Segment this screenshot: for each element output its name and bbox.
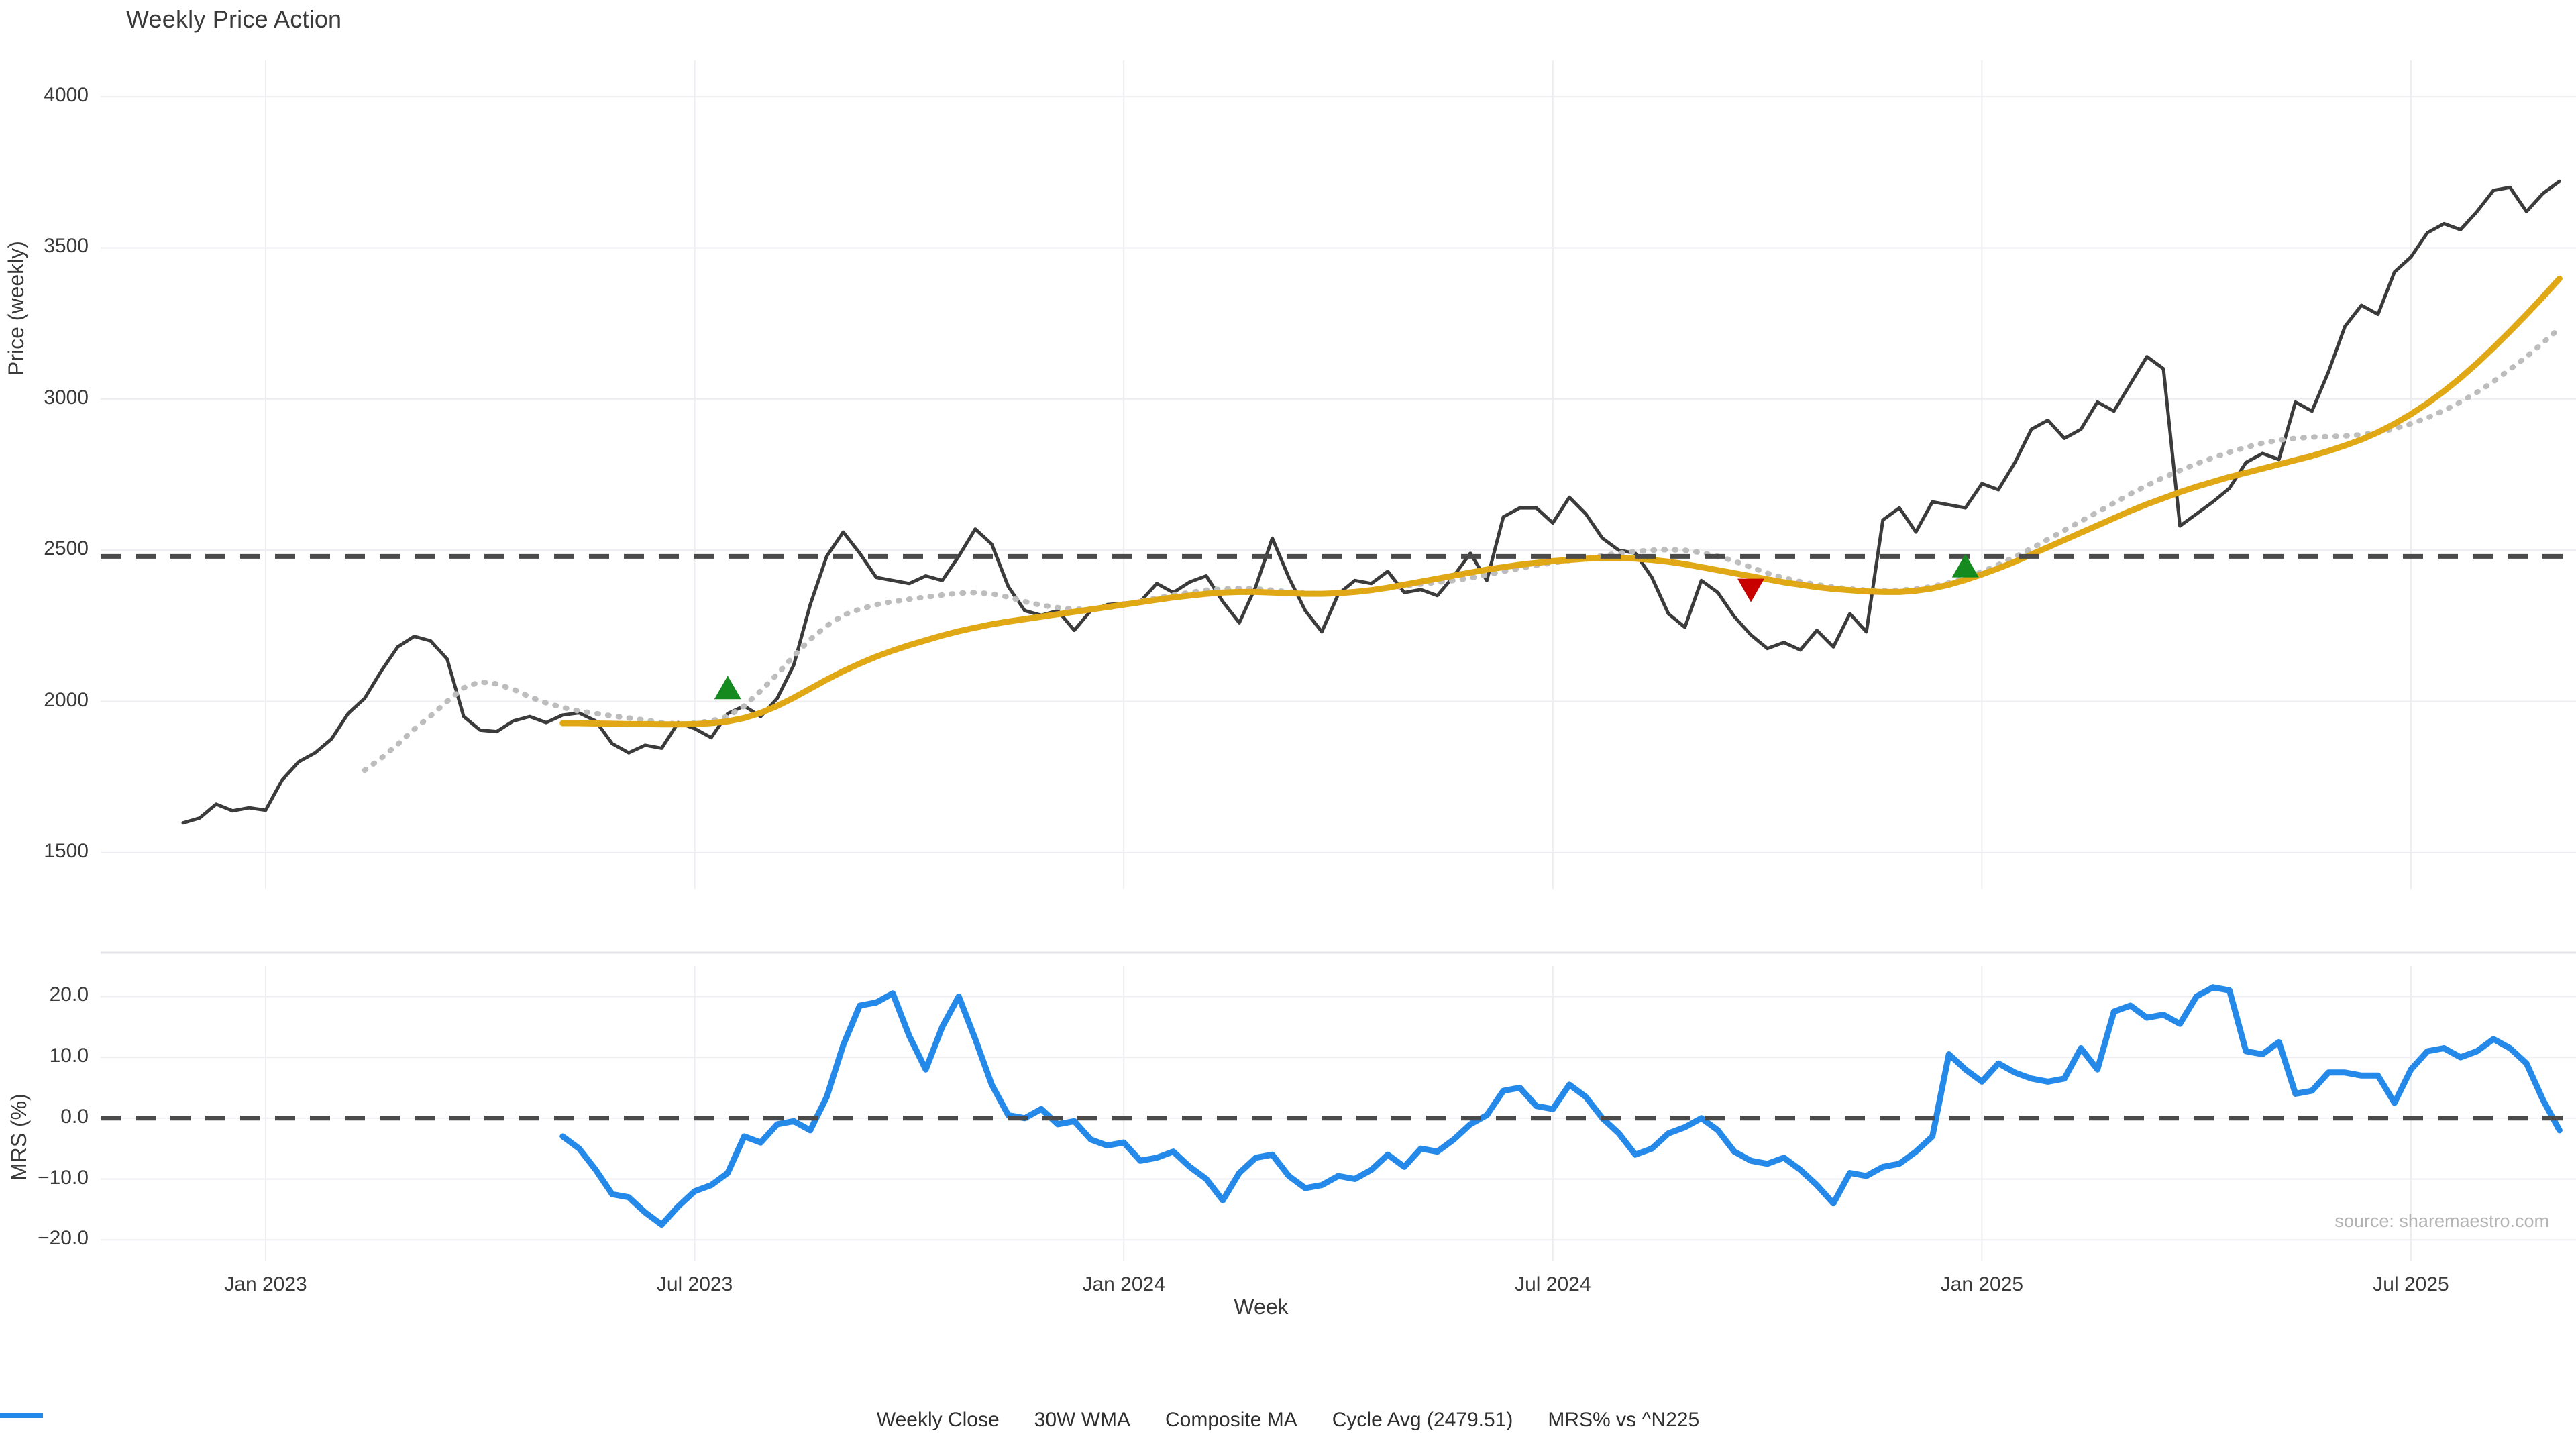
legend-label: MRS% vs ^N225	[1548, 1409, 1700, 1431]
buy-signal-marker	[1951, 553, 1979, 578]
page-title: Weekly Price Action	[126, 5, 342, 33]
mrs-y-tick-label: −10.0	[38, 1166, 89, 1189]
series-line-30w-wma	[559, 275, 2563, 728]
x-tick-label: Jan 2023	[224, 1273, 307, 1295]
price-y-tick-label: 2500	[44, 537, 89, 560]
legend-swatch-solid	[0, 1413, 43, 1418]
mrs-y-tick-label: 0.0	[60, 1105, 89, 1128]
x-tick-label: Jan 2025	[1940, 1273, 2024, 1295]
mrs-y-tick-label: −20.0	[38, 1227, 89, 1250]
sell-signal-marker	[1737, 578, 1764, 602]
x-tick-label: Jul 2023	[656, 1273, 733, 1295]
legend-item-30w-wma[interactable]: 30W WMA	[0, 1409, 1131, 1432]
series-line-mrs-vs-n225	[559, 984, 2563, 1228]
x-tick-label: Jul 2024	[1515, 1273, 1591, 1295]
buy-signal-marker	[714, 676, 741, 700]
legend-label: Weekly Close	[876, 1409, 1000, 1431]
legend-item-weekly-close[interactable]: Weekly Close	[0, 1409, 1000, 1432]
legend-item-cycle-avg-2479-51[interactable]: Cycle Avg (2479.51)	[0, 1409, 1513, 1432]
x-tick-label: Jul 2025	[2373, 1273, 2449, 1295]
mrs-y-tick-label: 10.0	[49, 1044, 89, 1067]
legend-item-composite-ma[interactable]: Composite MA	[0, 1409, 1297, 1432]
legend-label: Cycle Avg (2479.51)	[1332, 1409, 1513, 1431]
mrs-y-tick-label: 20.0	[49, 983, 89, 1006]
legend-label: 30W WMA	[1034, 1409, 1131, 1431]
legend-label: Composite MA	[1165, 1409, 1297, 1431]
price-y-tick-label: 3500	[44, 235, 89, 258]
source-credit: source: sharemaestro.com	[2334, 1211, 2549, 1231]
series-line-composite-ma	[362, 325, 2563, 773]
price-y-tick-label: 3000	[44, 386, 89, 409]
x-tick-label: Jan 2024	[1082, 1273, 1165, 1295]
price-y-tick-label: 1500	[44, 839, 89, 862]
chart-legend: Weekly Close 30W WMA Composite MA Cycle Avg…	[0, 1409, 2576, 1432]
price-y-tick-label: 2000	[44, 688, 89, 711]
legend-item-mrs-vs-n225[interactable]: MRS% vs ^N225	[0, 1409, 1700, 1432]
x-axis-label: Week	[1234, 1295, 1289, 1319]
series-line-weekly-close	[181, 179, 2561, 825]
price-y-tick-label: 4000	[44, 84, 89, 107]
